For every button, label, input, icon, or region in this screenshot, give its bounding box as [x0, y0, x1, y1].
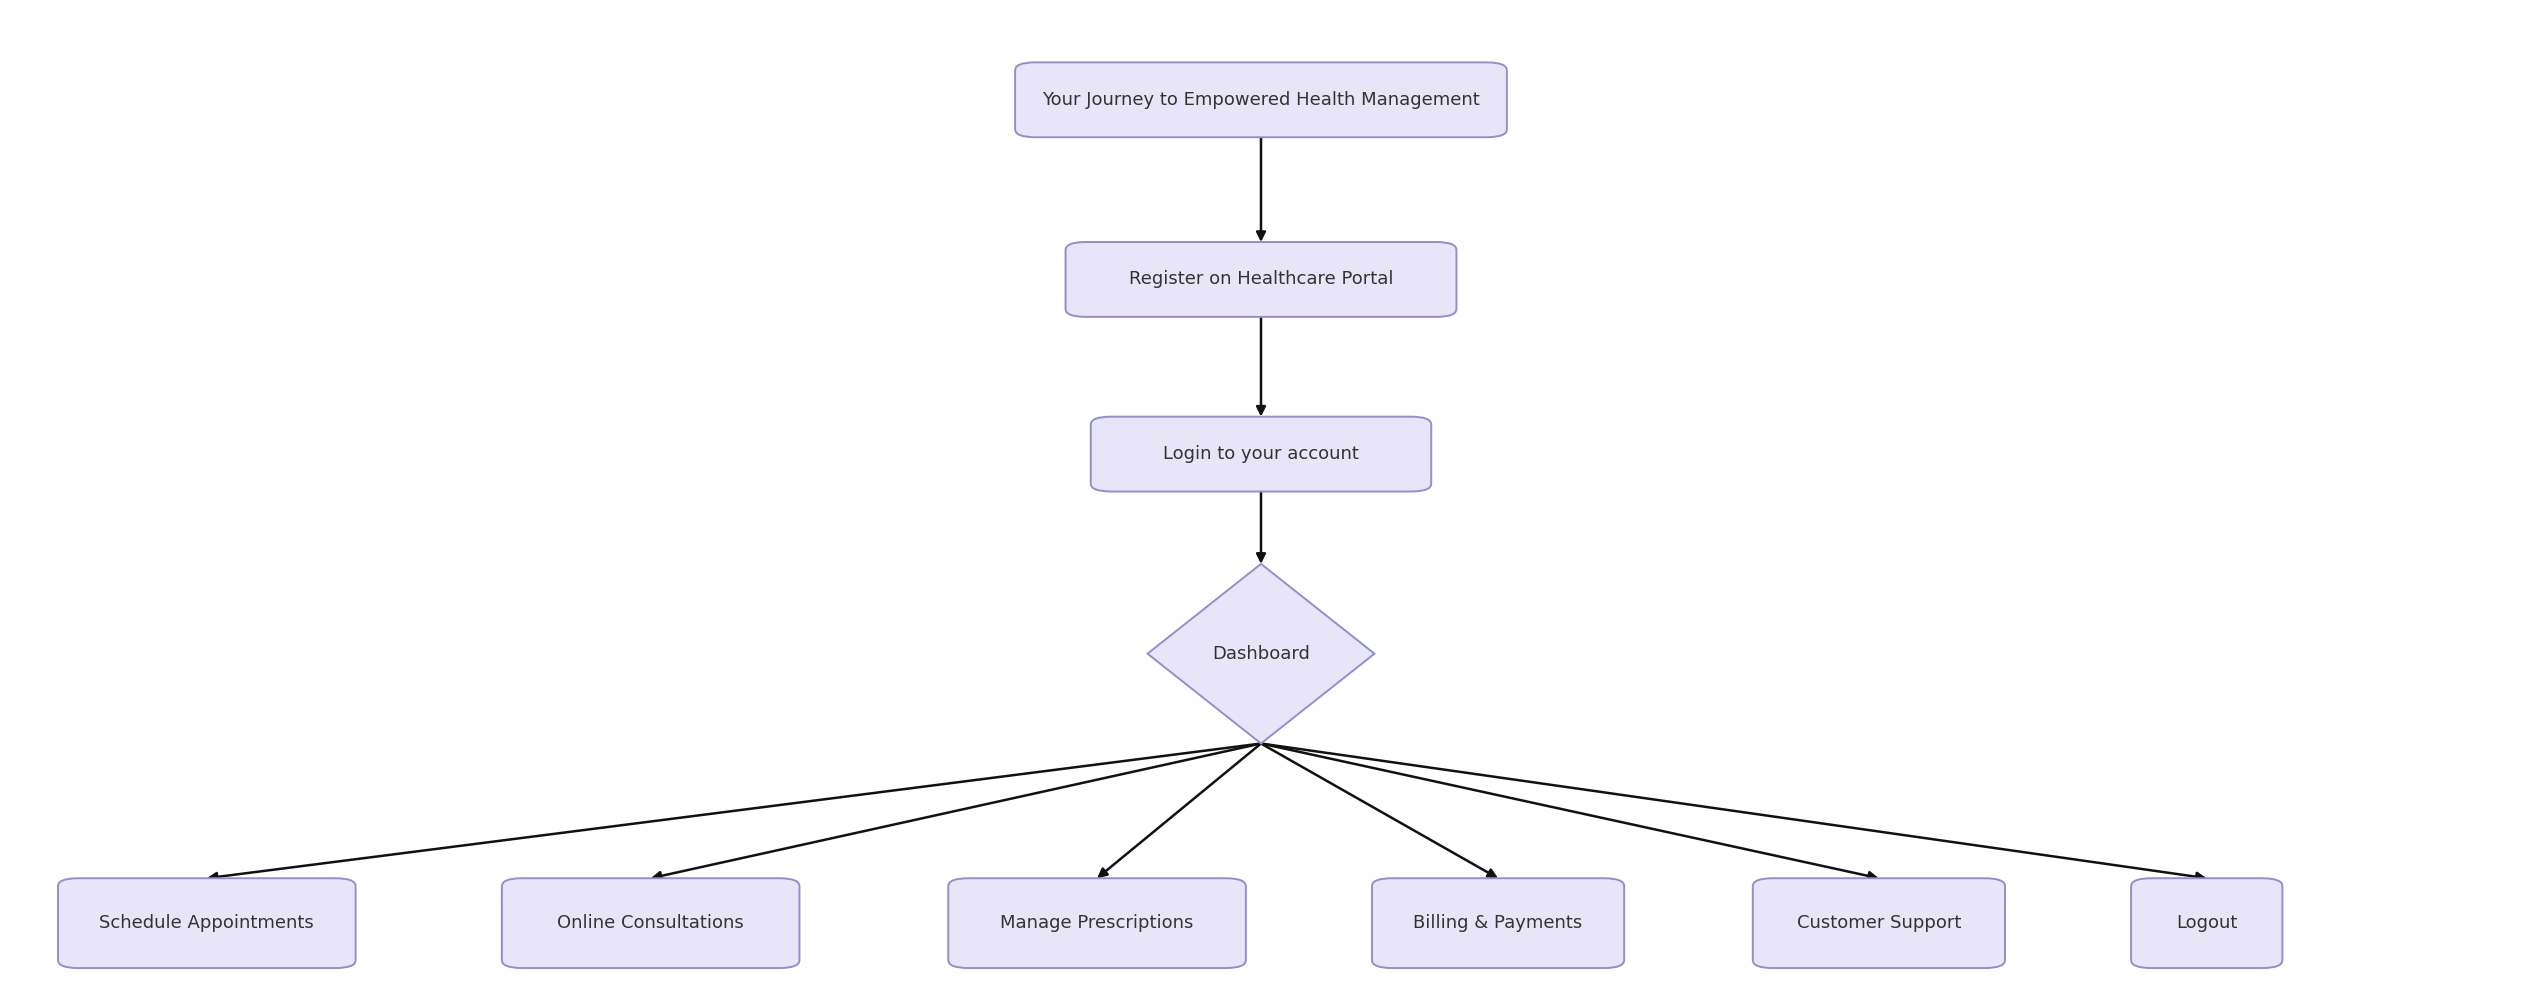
FancyBboxPatch shape — [58, 878, 356, 968]
Text: Login to your account: Login to your account — [1163, 445, 1359, 463]
Text: Your Journey to Empowered Health Management: Your Journey to Empowered Health Managem… — [1042, 91, 1480, 109]
Text: Manage Prescriptions: Manage Prescriptions — [1001, 914, 1193, 932]
FancyBboxPatch shape — [1372, 878, 1624, 968]
FancyBboxPatch shape — [1067, 243, 1458, 317]
FancyBboxPatch shape — [948, 878, 1246, 968]
Text: Schedule Appointments: Schedule Appointments — [98, 914, 315, 932]
FancyBboxPatch shape — [502, 878, 799, 968]
FancyBboxPatch shape — [1753, 878, 2005, 968]
Polygon shape — [1148, 564, 1374, 744]
FancyBboxPatch shape — [1092, 417, 1432, 491]
Text: Customer Support: Customer Support — [1796, 914, 1962, 932]
Text: Register on Healthcare Portal: Register on Healthcare Portal — [1130, 270, 1392, 288]
Text: Logout: Logout — [2176, 914, 2237, 932]
Text: Billing & Payments: Billing & Payments — [1412, 914, 1584, 932]
FancyBboxPatch shape — [1014, 63, 1506, 137]
FancyBboxPatch shape — [2131, 878, 2282, 968]
Text: Dashboard: Dashboard — [1213, 645, 1309, 663]
Text: Online Consultations: Online Consultations — [557, 914, 744, 932]
